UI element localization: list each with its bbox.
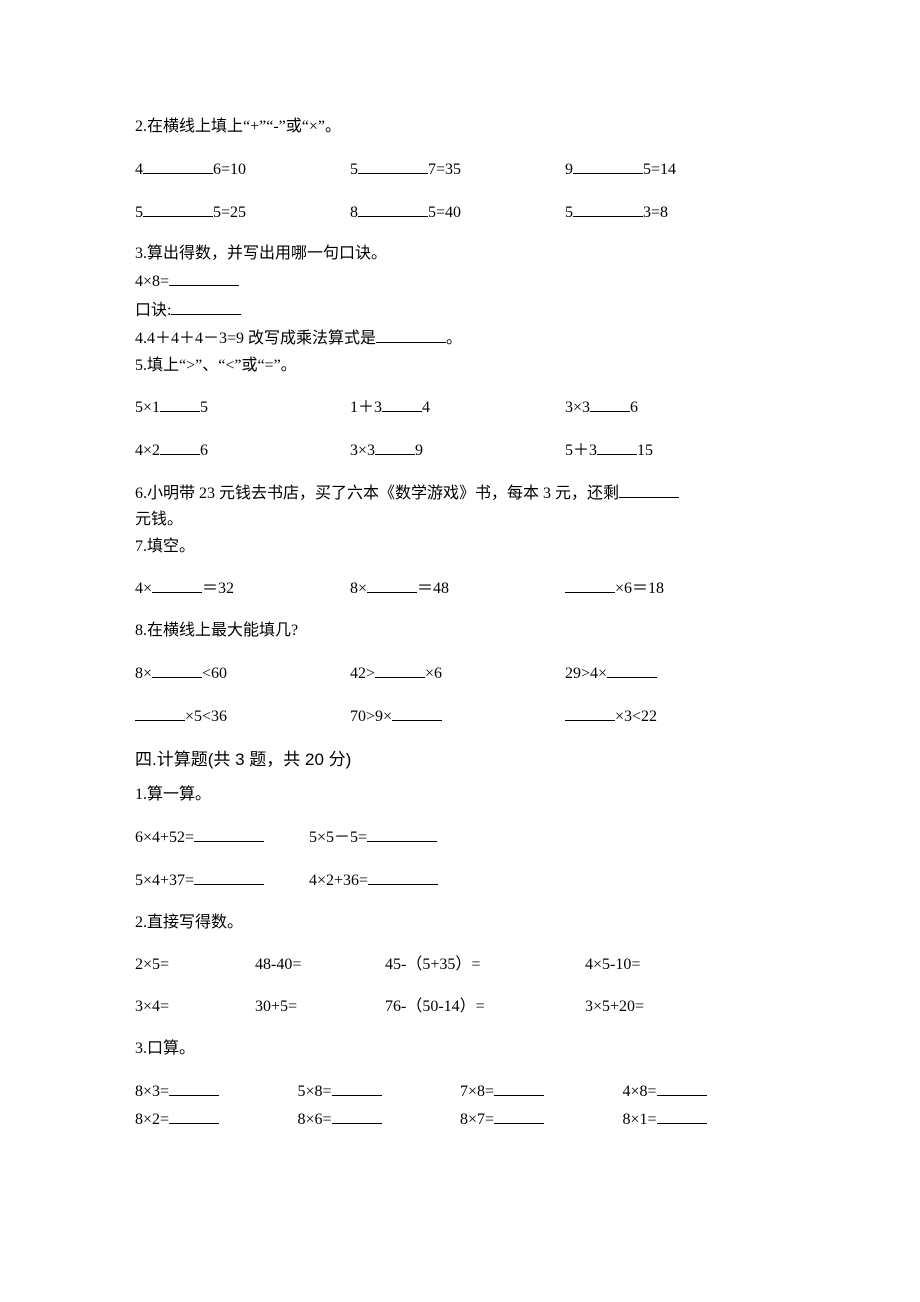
blank	[194, 868, 264, 885]
blank	[135, 704, 185, 721]
q2-r1-a: 4	[135, 161, 143, 178]
s4q2-row2: 3×4= 30+5= 76-（50-14）= 3×5+20=	[135, 995, 785, 1019]
s4q3-row1: 8×3= 5×8= 7×8= 4×8=	[135, 1079, 785, 1103]
section4-title: 四.计算题(共 3 题，共 20 分)	[135, 747, 785, 773]
q2-r2-a: 5	[135, 204, 143, 221]
blank	[375, 438, 415, 455]
s4q1-prompt: 1.算一算。	[135, 783, 785, 807]
blank	[332, 1107, 382, 1124]
blank	[169, 269, 239, 286]
blank	[657, 1079, 707, 1096]
blank	[152, 661, 202, 678]
q4: 4.4＋4＋4－3=9 改写成乘法算式是。	[135, 326, 785, 350]
q8-prompt: 8.在横线上最大能填几?	[135, 619, 785, 643]
q5-prompt: 5.填上“>”、“<”或“=”。	[135, 355, 785, 377]
q2-r1-c: 5	[350, 161, 358, 178]
blank	[160, 395, 200, 412]
blank	[494, 1079, 544, 1096]
blank	[392, 704, 442, 721]
q2-r1-d: 7=35	[428, 161, 461, 178]
blank	[657, 1107, 707, 1124]
blank	[171, 298, 241, 315]
q2-prompt: 2.在横线上填上“+”“-”或“×”。	[135, 115, 785, 139]
s4q1-row2: 5×4+37= 4×2+36=	[135, 868, 785, 893]
blank	[160, 438, 200, 455]
s4q3-prompt: 3.口算。	[135, 1037, 785, 1061]
q2-r2-f: 3=8	[643, 204, 668, 221]
blank	[358, 200, 428, 217]
q3-line1: 4×8=	[135, 269, 785, 293]
q6: 6.小明带 23 元钱去书店，买了六本《数学游戏》书，每本 3 元，还剩	[135, 481, 785, 505]
s4q2-row1: 2×5= 48-40= 45-（5+35）= 4×5-10=	[135, 953, 785, 977]
q2-r1-f: 5=14	[643, 161, 676, 178]
blank	[143, 200, 213, 217]
q2-r2-c: 8	[350, 204, 358, 221]
blank	[590, 395, 630, 412]
q6b: 元钱。	[135, 509, 785, 531]
blank	[332, 1079, 382, 1096]
q8-row2: ×5<36 70>9× ×3<22	[135, 704, 785, 729]
q2-row1: 4 6=10 5 7=35 9 5=14	[135, 157, 785, 182]
blank	[152, 576, 202, 593]
q7-prompt: 7.填空。	[135, 536, 785, 558]
s4q1-row1: 6×4+52= 5×5－5=	[135, 825, 785, 850]
q2-r2-e: 5	[565, 204, 573, 221]
s4q2-prompt: 2.直接写得数。	[135, 911, 785, 935]
q2-r2-d: 5=40	[428, 204, 461, 221]
blank	[169, 1107, 219, 1124]
blank	[169, 1079, 219, 1096]
q3-prompt: 3.算出得数，并写出用哪一句口诀。	[135, 243, 785, 265]
q2-r1-e: 9	[565, 161, 573, 178]
q2-row2: 5 5=25 8 5=40 5 3=8	[135, 200, 785, 225]
blank	[573, 200, 643, 217]
blank	[597, 438, 637, 455]
blank	[375, 661, 425, 678]
q5-row1: 5×15 1＋34 3×36	[135, 395, 785, 420]
q3-line2: 口诀:	[135, 298, 785, 322]
blank	[619, 481, 679, 498]
q7-row: 4×＝32 8×＝48 ×6＝18	[135, 576, 785, 601]
blank	[494, 1107, 544, 1124]
blank	[367, 825, 437, 842]
blank	[376, 326, 446, 343]
blank	[367, 576, 417, 593]
blank	[573, 157, 643, 174]
blank	[368, 868, 438, 885]
q5-row2: 4×26 3×39 5＋315	[135, 438, 785, 463]
blank	[607, 661, 657, 678]
blank	[565, 576, 615, 593]
blank	[382, 395, 422, 412]
blank	[358, 157, 428, 174]
q2-r2-b: 5=25	[213, 204, 246, 221]
q2-r1-b: 6=10	[213, 161, 246, 178]
s4q3-row2: 8×2= 8×6= 8×7= 8×1=	[135, 1107, 785, 1131]
blank	[143, 157, 213, 174]
blank	[565, 704, 615, 721]
q8-row1: 8×<60 42>×6 29>4×	[135, 661, 785, 686]
blank	[194, 825, 264, 842]
